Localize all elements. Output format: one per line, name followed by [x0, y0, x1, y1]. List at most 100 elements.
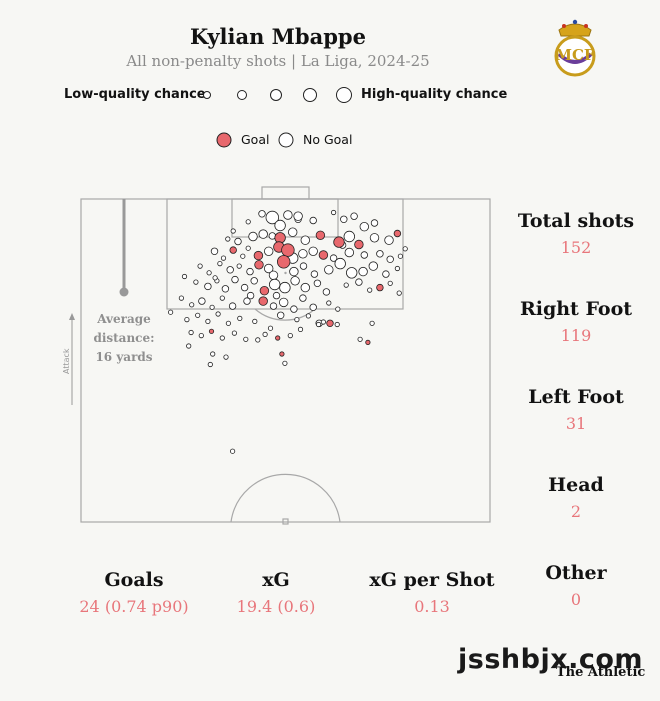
shot-no-goal-marker: [225, 236, 231, 242]
shot-no-goal-marker: [293, 211, 303, 221]
shot-no-goal-marker: [326, 300, 332, 306]
shot-no-goal-marker: [198, 297, 206, 305]
shot-no-goal-marker: [197, 263, 203, 269]
average-distance-label-2: distance:: [93, 331, 154, 345]
shot-goal-marker: [333, 236, 345, 248]
no-goal-legend-marker: [278, 132, 294, 148]
center-circle: [230, 473, 341, 523]
shot-goal-marker: [354, 239, 364, 250]
shot-no-goal-marker: [335, 306, 341, 312]
shot-goal-marker: [253, 250, 264, 261]
shot-no-goal-marker: [350, 212, 358, 220]
shot-no-goal-marker: [346, 267, 358, 279]
shot-no-goal-marker: [258, 210, 266, 218]
no-goal-legend-label: No Goal: [303, 132, 353, 147]
shot-no-goal-marker: [305, 313, 311, 319]
stat-head: Head 2: [506, 474, 646, 521]
shot-no-goal-marker: [357, 336, 363, 342]
shot-no-goal-marker: [274, 219, 286, 232]
shot-no-goal-marker: [189, 302, 195, 308]
quality-size-1: [203, 91, 211, 99]
shot-no-goal-marker: [355, 278, 363, 286]
quality-size-4: [303, 88, 317, 102]
shot-no-goal-marker: [231, 275, 239, 284]
average-distance-label-3: 16 yards: [95, 350, 152, 364]
shot-no-goal-marker: [309, 303, 317, 311]
shot-goal-marker: [259, 286, 270, 296]
shot-no-goal-marker: [215, 311, 221, 317]
shot-no-goal-marker: [230, 448, 236, 454]
attack-arrow-head: [69, 313, 75, 320]
shot-no-goal-marker: [282, 360, 288, 366]
stat-value: 152: [560, 238, 592, 257]
stat-label: Right Foot: [519, 298, 633, 320]
stat-label: Goals: [104, 569, 164, 591]
shot-no-goal-marker: [267, 325, 274, 331]
shot-no-goal-marker: [217, 260, 223, 267]
shot-no-goal-marker: [309, 216, 317, 225]
shot-no-goal-marker: [384, 235, 394, 245]
shot-no-goal-marker: [299, 294, 307, 302]
club-crest-icon: MCF: [554, 19, 596, 77]
shot-no-goal-marker: [368, 261, 379, 271]
shot-no-goal-marker: [186, 343, 192, 349]
shot-no-goal-marker: [231, 330, 237, 336]
shot-no-goal-marker: [298, 249, 308, 259]
shot-no-goal-marker: [386, 255, 394, 263]
stat-value: 31: [565, 414, 587, 433]
shot-no-goal-marker: [248, 231, 258, 242]
stat-xg-per-shot: xG per Shot 0.13: [362, 569, 502, 616]
shot-no-goal-marker: [370, 219, 379, 227]
shot-no-goal-marker: [394, 265, 400, 272]
shot-no-goal-marker: [289, 266, 299, 277]
shot-no-goal-marker: [237, 315, 243, 321]
shot-no-goal-marker: [225, 320, 231, 326]
stat-value: 0.13: [414, 597, 450, 616]
shot-goal-marker: [315, 230, 326, 241]
shot-no-goal-marker: [168, 309, 174, 315]
shot-no-goal-marker: [343, 230, 356, 243]
shot-no-goal-marker: [279, 281, 291, 294]
shot-no-goal-marker: [243, 336, 249, 342]
shot-no-goal-marker: [272, 291, 281, 300]
shot-no-goal-marker: [277, 311, 285, 319]
chart-title: Kylian Mbappe: [190, 24, 366, 49]
brand-logo: The Athletic: [556, 665, 646, 680]
shots-layer: [168, 209, 408, 454]
shot-no-goal-marker: [234, 237, 242, 246]
shot-no-goal-marker: [315, 321, 322, 328]
shot-no-goal-marker: [360, 251, 368, 259]
shot-no-goal-marker: [369, 233, 380, 243]
shot-no-goal-marker: [210, 247, 219, 255]
shot-no-goal-marker: [246, 291, 255, 300]
shot-no-goal-marker: [204, 282, 212, 291]
shot-no-goal-marker: [376, 250, 384, 258]
shot-no-goal-marker: [313, 279, 322, 287]
attack-label: Attack: [62, 348, 71, 374]
shot-goal-marker: [275, 335, 281, 341]
stat-label: Other: [545, 562, 607, 584]
shot-no-goal-marker: [290, 305, 298, 313]
low-quality-label: Low-quality chance: [64, 87, 206, 102]
stat-label: Head: [548, 474, 604, 496]
shot-no-goal-marker: [240, 253, 246, 259]
shot-no-goal-marker: [294, 316, 300, 323]
shot-no-goal-marker: [236, 263, 242, 269]
shot-no-goal-marker: [340, 215, 348, 223]
shot-no-goal-marker: [397, 253, 403, 259]
shot-no-goal-marker: [299, 262, 308, 270]
quality-size-5: [336, 87, 352, 103]
penalty-spot: [284, 271, 287, 275]
stat-left-foot: Left Foot 31: [506, 386, 646, 433]
shot-no-goal-marker: [382, 270, 390, 278]
shot-no-goal-marker: [330, 209, 337, 216]
shot-no-goal-marker: [195, 312, 201, 318]
shot-no-goal-marker: [343, 282, 349, 288]
shot-goal-marker: [318, 250, 329, 260]
shot-no-goal-marker: [324, 265, 334, 275]
shot-no-goal-marker: [268, 270, 279, 281]
shot-goal-marker: [326, 319, 334, 327]
goal-legend-marker: [216, 132, 232, 148]
goal-frame: [261, 186, 310, 200]
